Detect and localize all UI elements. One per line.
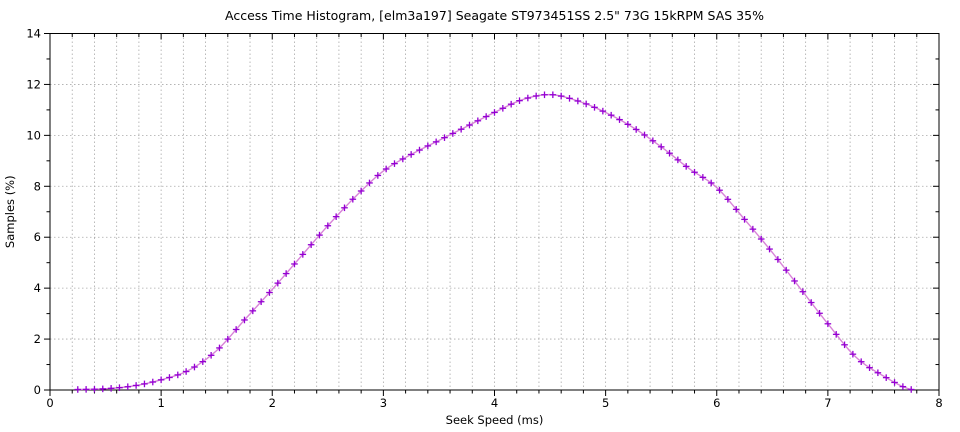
x-tick-label: 0 — [46, 396, 53, 410]
y-tick-label: 2 — [34, 332, 41, 346]
y-tick-label: 14 — [26, 27, 41, 41]
x-axis-label: Seek Speed (ms) — [446, 413, 544, 427]
y-tick-label: 12 — [26, 77, 41, 91]
x-tick-label: 8 — [935, 396, 942, 410]
y-tick-label: 0 — [34, 383, 41, 397]
y-tick-label: 4 — [34, 281, 41, 295]
x-tick-label: 7 — [824, 396, 831, 410]
y-tick-label: 8 — [34, 179, 41, 193]
data-series — [74, 91, 915, 393]
x-tick-label: 3 — [380, 396, 387, 410]
x-tick-label: 2 — [269, 396, 276, 410]
y-axis-label: Samples (%) — [3, 175, 17, 248]
x-tick-label: 6 — [713, 396, 720, 410]
plot-border — [49, 33, 940, 391]
x-tick-label: 5 — [602, 396, 609, 410]
x-tick-label: 1 — [157, 396, 164, 410]
x-tick-label: 4 — [491, 396, 498, 410]
y-tick-label: 10 — [26, 128, 41, 142]
series-markers — [74, 91, 915, 393]
y-tick-label: 6 — [34, 230, 41, 244]
chart-title: Access Time Histogram, [elm3a197] Seagat… — [225, 8, 764, 23]
axis-ticks — [44, 33, 940, 396]
grid-lines — [50, 33, 939, 390]
